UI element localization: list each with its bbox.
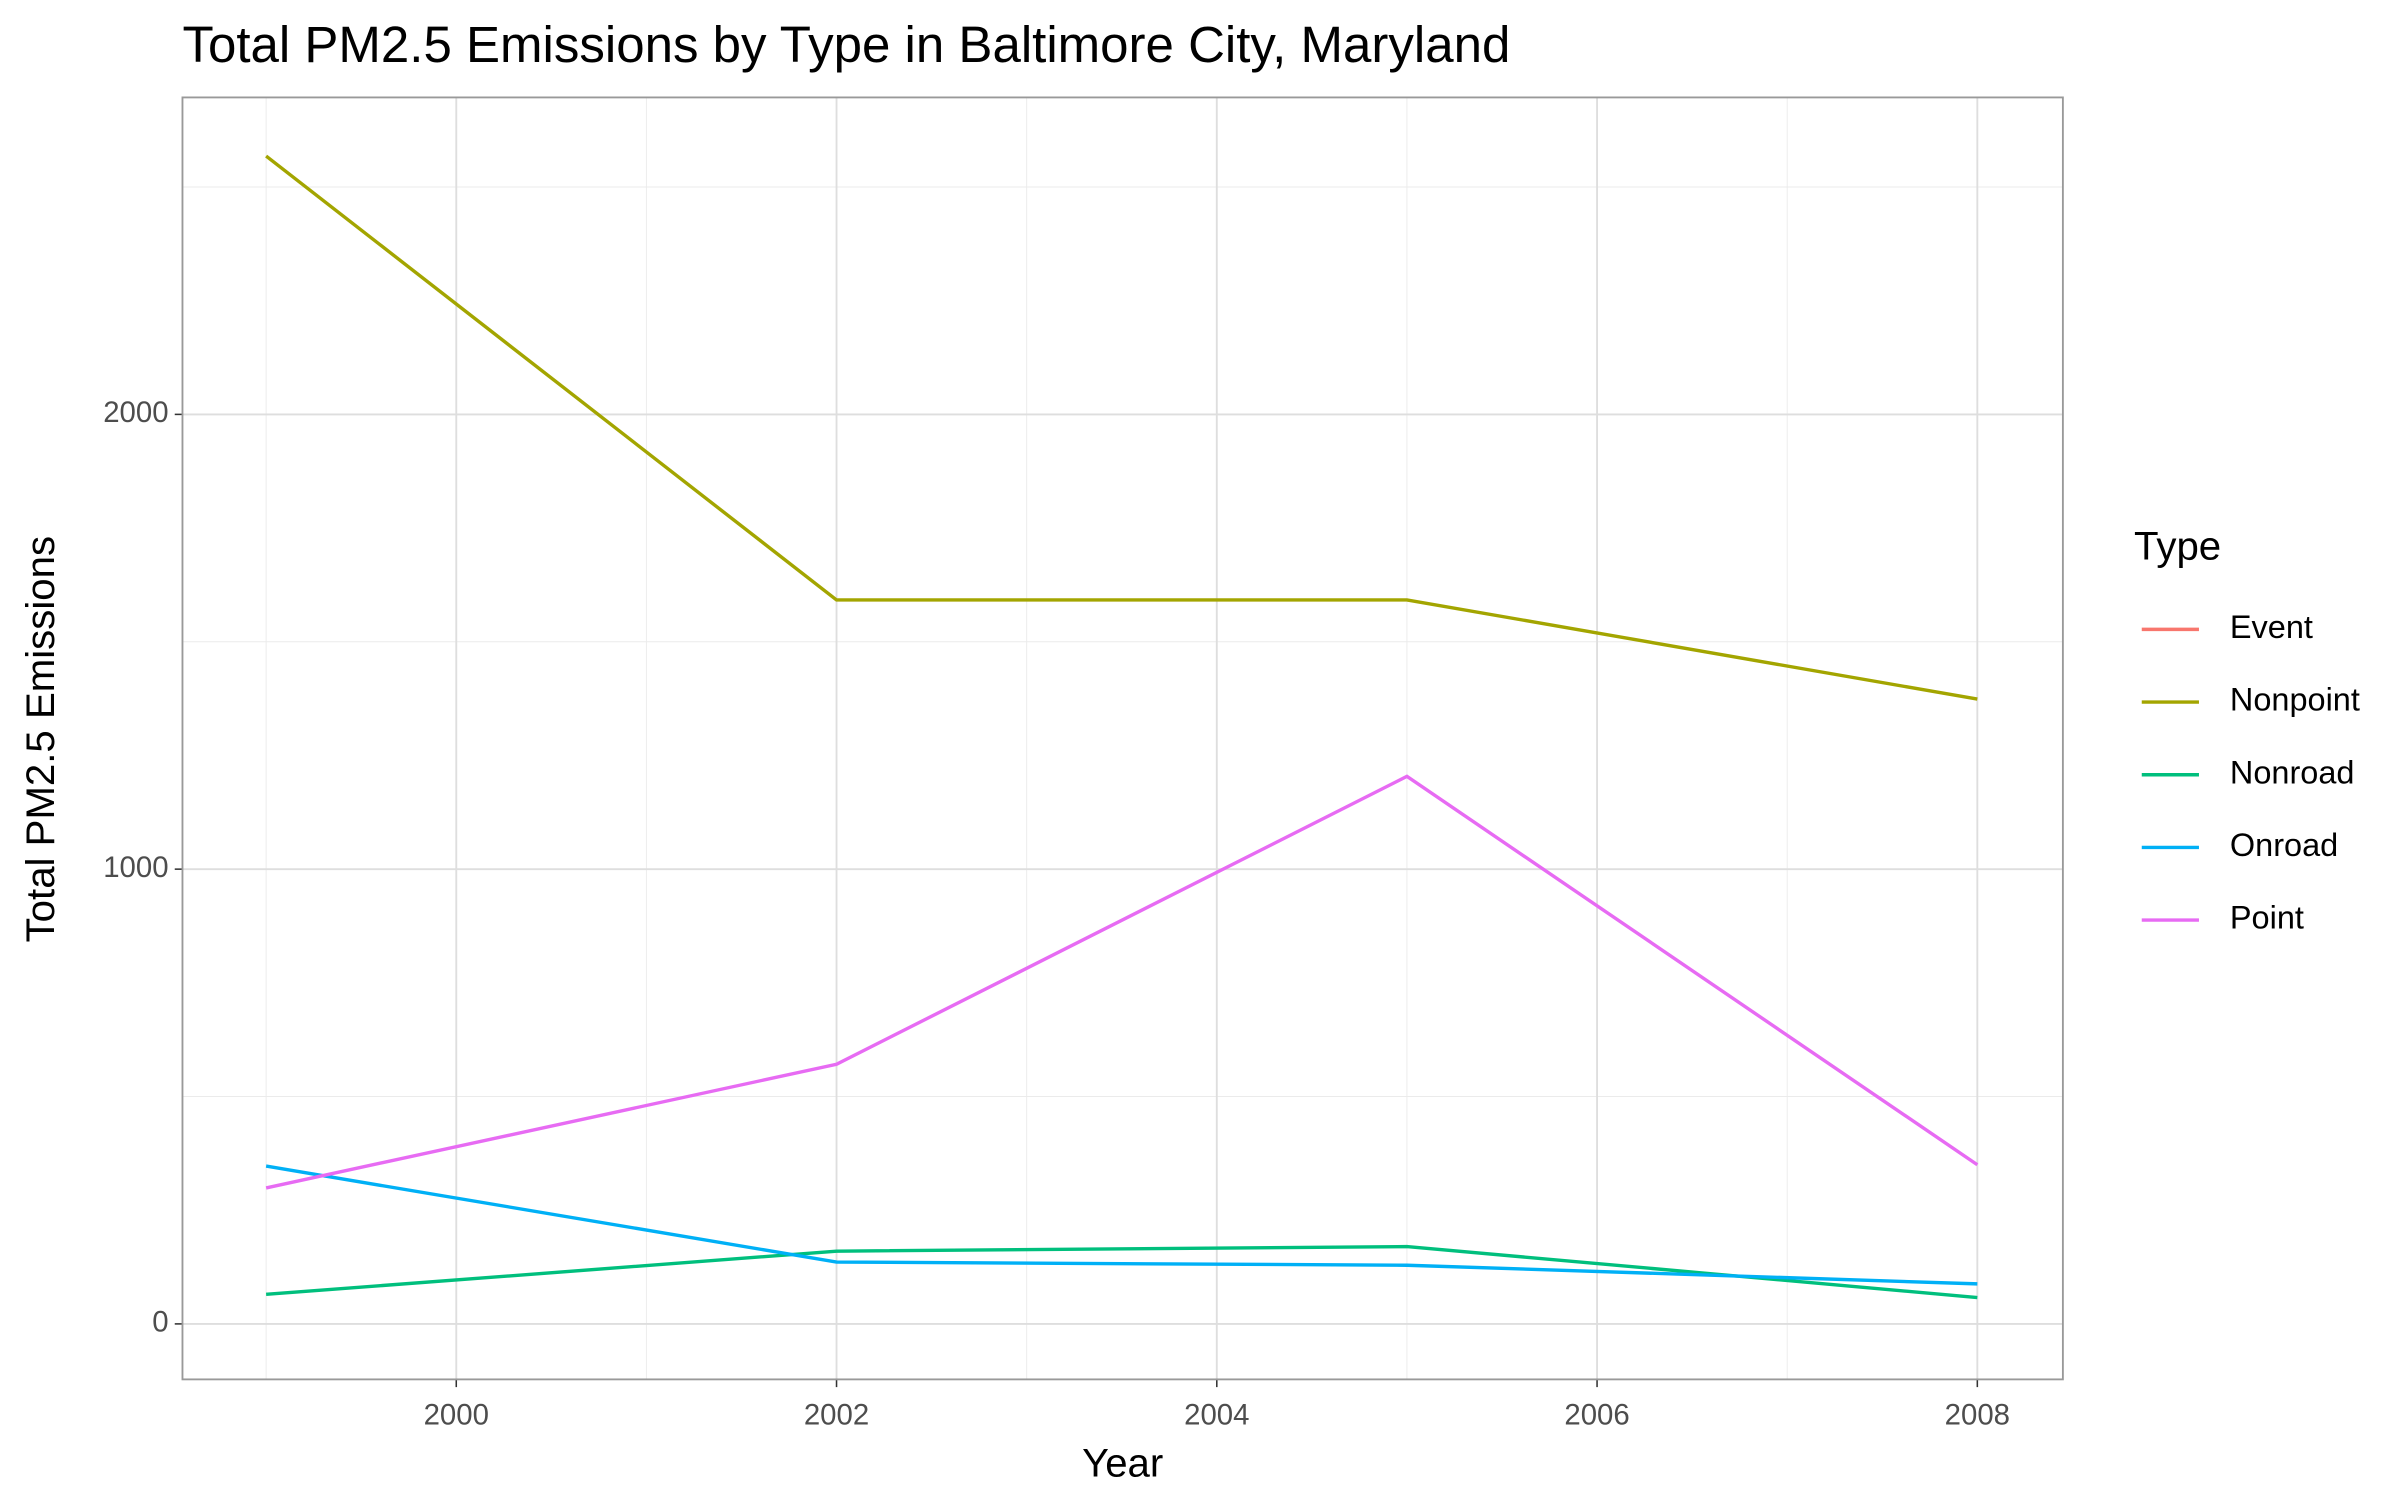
- legend-title: Type: [2134, 524, 2221, 569]
- series-line: [265, 1164, 1978, 1286]
- series-line: [266, 1244, 1978, 1300]
- plot-panel: [182, 97, 2063, 1380]
- legend-label: Nonpoint: [2230, 682, 2360, 718]
- series-line: [265, 774, 1979, 1190]
- y-tick-label: 2000: [103, 396, 168, 429]
- series-line: [265, 154, 1978, 701]
- legend-label: Nonroad: [2230, 754, 2355, 790]
- x-tick-label: 2004: [1184, 1398, 1249, 1431]
- legend-label: Event: [2230, 609, 2313, 645]
- y-tick-label: 0: [152, 1306, 168, 1339]
- y-tick-label: 1000: [103, 851, 168, 884]
- x-axis-title: Year: [1082, 1441, 1163, 1486]
- panel-border: [181, 96, 2064, 1381]
- legend-label: Onroad: [2230, 827, 2338, 863]
- x-tick-label: 2002: [804, 1398, 869, 1431]
- x-tick-label: 2006: [1564, 1398, 1629, 1431]
- x-tick-label: 2000: [424, 1398, 489, 1431]
- chart-title: Total PM2.5 Emissions by Type in Baltimo…: [182, 16, 1510, 73]
- legend-label: Point: [2230, 900, 2304, 936]
- y-axis-title: Total PM2.5 Emissions: [18, 536, 63, 943]
- x-tick-label: 2008: [1945, 1398, 2010, 1431]
